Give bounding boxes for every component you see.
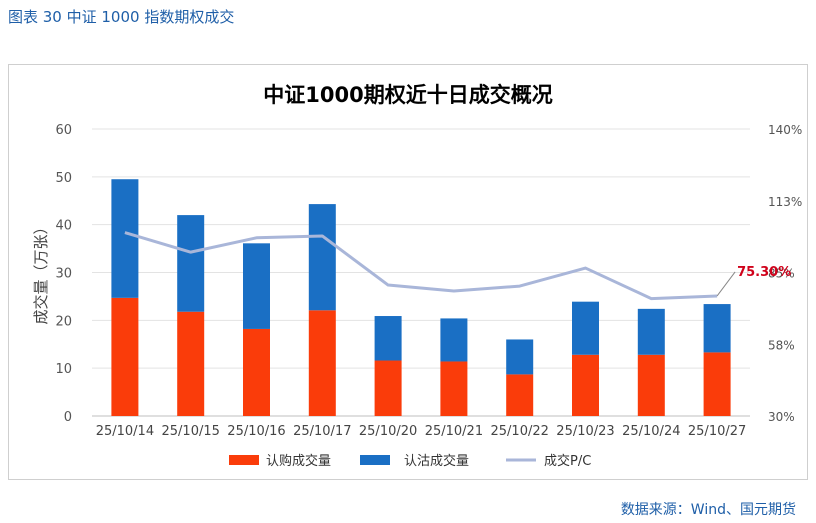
x-tick-label: 25/10/14 xyxy=(96,424,154,439)
x-tick-label: 25/10/23 xyxy=(556,424,614,439)
put-volume-bar xyxy=(572,301,599,355)
y-tick-label: 20 xyxy=(55,314,72,329)
call-volume-bar xyxy=(703,352,731,416)
call-volume-bar xyxy=(111,297,139,416)
x-axis: 25/10/14 25/10/15 25/10/16 25/10/17 25/10/20… xyxy=(96,424,747,439)
put-volume-bar xyxy=(506,339,534,375)
x-tick-label: 25/10/15 xyxy=(162,424,220,439)
put-volume-bar xyxy=(111,179,139,298)
figure-caption: 图表 30 中证 1000 指数期权成交 xyxy=(8,8,235,26)
chart-frame xyxy=(8,64,808,480)
y-tick-label: 50 xyxy=(55,171,72,186)
x-tick-label: 25/10/16 xyxy=(227,424,285,439)
pc-line xyxy=(124,231,736,301)
x-tick-label: 25/10/27 xyxy=(688,424,746,439)
call-volume-bar xyxy=(440,361,468,416)
call-volume-bar xyxy=(243,328,270,416)
y2-tick-label: 140% xyxy=(768,123,802,137)
y-tick-label: 40 xyxy=(55,219,72,234)
source-note: 数据来源：Wind、国元期货 xyxy=(621,501,796,518)
call-volume-bar xyxy=(637,354,665,416)
put-volume-bar xyxy=(243,243,270,329)
put-volume-bar xyxy=(440,318,468,362)
y-axis-label: 成交量（万张） xyxy=(32,219,50,324)
y2-tick-label: 30% xyxy=(768,410,795,424)
pc-annotation-label: 75.30% xyxy=(737,265,791,280)
chart-title: 中证1000期权近十日成交概况 xyxy=(263,83,552,107)
x-tick-label: 25/10/20 xyxy=(359,424,417,439)
legend-swatch-call xyxy=(229,455,259,465)
bars xyxy=(111,179,731,416)
call-volume-bar xyxy=(308,310,336,416)
y2-tick-label: 58% xyxy=(768,338,795,352)
x-tick-label: 25/10/17 xyxy=(293,424,351,439)
x-tick-label: 25/10/21 xyxy=(425,424,483,439)
x-tick-label: 25/10/22 xyxy=(491,424,549,439)
call-volume-bar xyxy=(506,374,534,416)
y-tick-label: 0 xyxy=(64,410,72,425)
legend: 认购成交量 认沽成交量 成交P/C xyxy=(229,453,591,469)
annotation-leader xyxy=(716,271,736,297)
y-axis-left: 0 10 20 30 40 50 60 xyxy=(55,123,72,425)
pc-ratio-line xyxy=(124,231,718,301)
legend-label-put: 认沽成交量 xyxy=(404,453,469,469)
legend-label-call: 认购成交量 xyxy=(266,453,331,469)
y-tick-label: 60 xyxy=(55,123,72,138)
put-volume-bar xyxy=(703,304,731,353)
x-tick-label: 25/10/24 xyxy=(622,424,680,439)
legend-label-pc: 成交P/C xyxy=(544,453,591,469)
y-axis-right: 30% 58% 85% 113% 140% xyxy=(768,123,802,424)
y2-tick-label: 113% xyxy=(768,195,802,209)
y-tick-label: 10 xyxy=(55,362,72,377)
put-volume-bar xyxy=(308,204,336,311)
legend-swatch-put xyxy=(360,455,390,465)
y-tick-label: 30 xyxy=(55,267,72,282)
put-volume-bar xyxy=(637,308,665,355)
y2-tick-label: 85% xyxy=(768,267,795,281)
call-volume-bar xyxy=(374,360,402,416)
put-volume-bar xyxy=(177,215,205,312)
call-volume-bar xyxy=(177,311,205,416)
put-volume-bar xyxy=(374,316,402,361)
call-volume-bar xyxy=(572,354,599,416)
